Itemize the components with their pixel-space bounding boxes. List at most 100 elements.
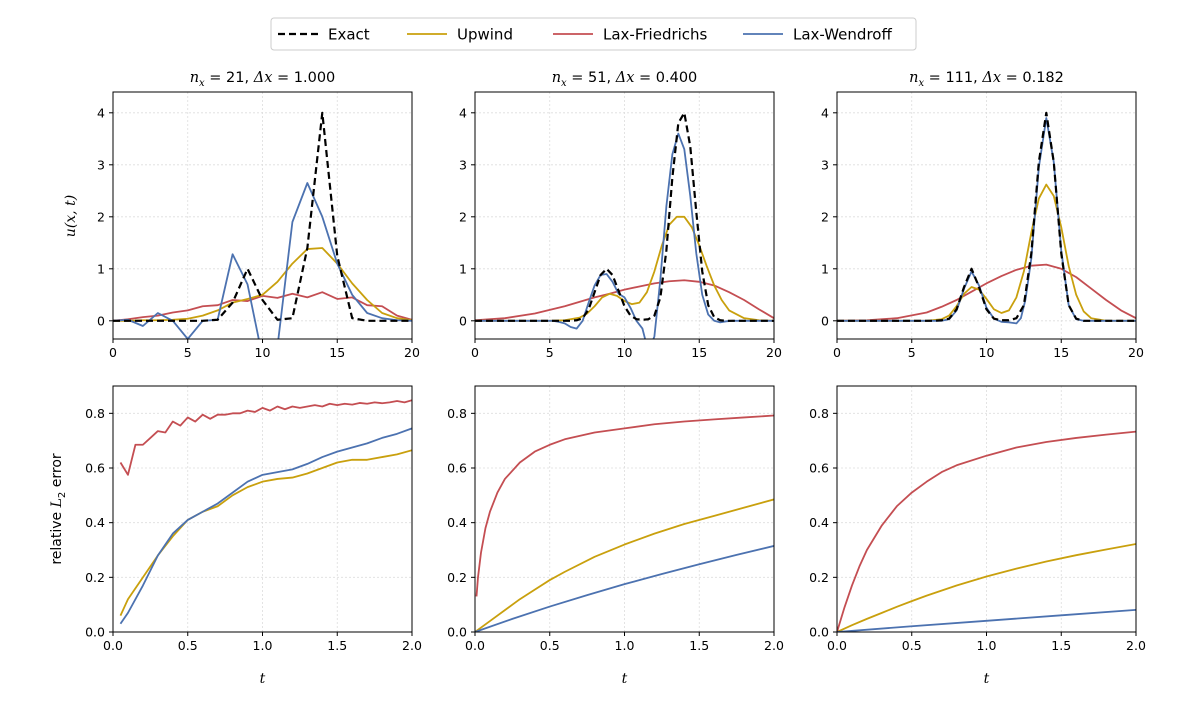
x-tick-label: 5: [908, 345, 916, 360]
series-line-lax-friedrichs: [475, 279, 774, 322]
x-tick-label: 5: [546, 345, 554, 360]
x-tick-label: 0.5: [902, 638, 922, 653]
x-axis-label: t: [622, 671, 628, 687]
series-line-upwind: [475, 215, 774, 322]
x-tick-label: 20: [404, 345, 420, 360]
series-line-exact: [113, 111, 412, 322]
series-line-upwind: [475, 498, 774, 632]
x-tick-label: 0: [833, 345, 841, 360]
series-line-lax-friedrichs: [837, 430, 1136, 632]
x-tick-label: 0: [471, 345, 479, 360]
y-tick-label: 3: [97, 157, 105, 172]
x-tick-label: 15: [329, 345, 345, 360]
series-group: [475, 414, 774, 632]
panel-title: nx = 111, Δx = 0.182: [909, 70, 1064, 89]
x-tick-label: 0.5: [540, 638, 560, 653]
series-line-exact: [475, 111, 774, 322]
legend-item-exact: Exact: [278, 26, 370, 44]
series-group: [837, 111, 1136, 325]
legend-label: Lax-Wendroff: [793, 26, 892, 44]
series-line-lax-wendroff: [119, 427, 412, 625]
series-line-upwind: [837, 543, 1136, 632]
x-tick-label: 2.0: [402, 638, 422, 653]
y-tick-label: 2: [821, 209, 829, 224]
y-tick-label: 0.4: [85, 515, 105, 530]
x-tick-label: 5: [184, 345, 192, 360]
series-line-lax-friedrichs: [837, 263, 1136, 322]
x-tick-label: 1.5: [1051, 638, 1071, 653]
y-tick-label: 0.4: [447, 515, 467, 530]
y-tick-label: 1: [459, 261, 467, 276]
y-tick-label: 2: [459, 209, 467, 224]
y-tick-label: 0.8: [447, 406, 467, 421]
x-tick-label: 1.0: [253, 638, 273, 653]
panel-bottom-2: 0.0 0.5 1.0 1.5 2.0 0.0 0.2 0.4 0.6 0.8 t: [447, 385, 784, 687]
panel-top-3: 0 5 10 15 20 0 1 2 3 4 nx = 111, Δx = 0.182: [821, 70, 1144, 360]
panel-bottom-1: 0.0 0.5 1.0 1.5 2.0 0.0 0.2 0.4 0.6 0.8 t: [85, 385, 422, 687]
y-tick-label: 0.2: [447, 570, 467, 585]
series-line-lax-friedrichs: [475, 414, 774, 597]
x-tick-label: 10: [617, 345, 633, 360]
y-tick-label: 1: [97, 261, 105, 276]
legend: Exact Upwind Lax-Friedrichs Lax-Wendroff: [270, 17, 917, 51]
x-tick-label: 2.0: [1126, 638, 1146, 653]
y-tick-label: 4: [459, 105, 467, 120]
panel-top-2: 0 5 10 15 20 0 1 2 3 4 nx = 51, Δx = 0.400: [459, 70, 782, 360]
x-tick-label: 2.0: [764, 638, 784, 653]
legend-item-upwind: Upwind: [407, 26, 513, 44]
y-tick-label: 1: [821, 261, 829, 276]
x-tick-label: 10: [255, 345, 271, 360]
y-tick-label: 0.6: [447, 461, 467, 476]
series-line-exact: [837, 111, 1136, 322]
legend-label: Upwind: [457, 26, 513, 44]
x-tick-label: 20: [1128, 345, 1144, 360]
y-tick-label: 0.4: [809, 515, 829, 530]
y-tick-label: 0.6: [809, 461, 829, 476]
x-tick-label: 0.0: [465, 638, 485, 653]
legend-item-lax-wendroff: Lax-Wendroff: [743, 26, 892, 44]
bottom-ylabel: relative L2 error: [49, 453, 68, 565]
series-group: [837, 430, 1136, 632]
y-tick-label: 4: [97, 105, 105, 120]
series-group: [113, 111, 412, 339]
series-group: [119, 399, 412, 625]
series-line-lax-friedrichs: [119, 399, 412, 476]
panel-title: nx = 21, Δx = 1.000: [190, 70, 336, 89]
x-tick-label: 1.0: [977, 638, 997, 653]
x-tick-label: 1.0: [615, 638, 635, 653]
x-tick-label: 15: [691, 345, 707, 360]
y-tick-label: 0.0: [809, 625, 829, 640]
legend-frame: [270, 17, 917, 51]
x-tick-label: 15: [1053, 345, 1069, 360]
legend-label: Lax-Friedrichs: [603, 26, 708, 44]
series-line-lax-wendroff: [837, 608, 1136, 632]
y-tick-label: 0: [97, 313, 105, 328]
y-tick-label: 4: [821, 105, 829, 120]
y-tick-label: 0.0: [85, 625, 105, 640]
x-tick-label: 0: [109, 345, 117, 360]
y-tick-label: 0.8: [85, 406, 105, 421]
series-line-lax-friedrichs: [113, 291, 412, 322]
y-tick-label: 0.6: [85, 461, 105, 476]
panel-title: nx = 51, Δx = 0.400: [552, 70, 698, 89]
y-tick-label: 0.2: [85, 570, 105, 585]
series-line-lax-wendroff: [475, 132, 774, 339]
y-tick-label: 0.0: [447, 625, 467, 640]
x-tick-label: 0.0: [827, 638, 847, 653]
x-tick-label: 20: [766, 345, 782, 360]
y-tick-label: 0.8: [809, 406, 829, 421]
legend-label: Exact: [328, 26, 370, 44]
series-line-lax-wendroff: [475, 545, 774, 632]
y-tick-label: 0: [821, 313, 829, 328]
top-ylabel: u(x, t): [63, 195, 79, 237]
y-tick-label: 0.2: [809, 570, 829, 585]
x-tick-label: 0.0: [103, 638, 123, 653]
legend-item-lax-friedrichs: Lax-Friedrichs: [553, 26, 708, 44]
x-tick-label: 0.5: [178, 638, 198, 653]
x-axis-label: t: [260, 671, 266, 687]
x-tick-label: 10: [979, 345, 995, 360]
series-line-lax-wendroff: [113, 182, 412, 339]
x-axis-label: t: [984, 671, 990, 687]
y-tick-label: 3: [821, 157, 829, 172]
